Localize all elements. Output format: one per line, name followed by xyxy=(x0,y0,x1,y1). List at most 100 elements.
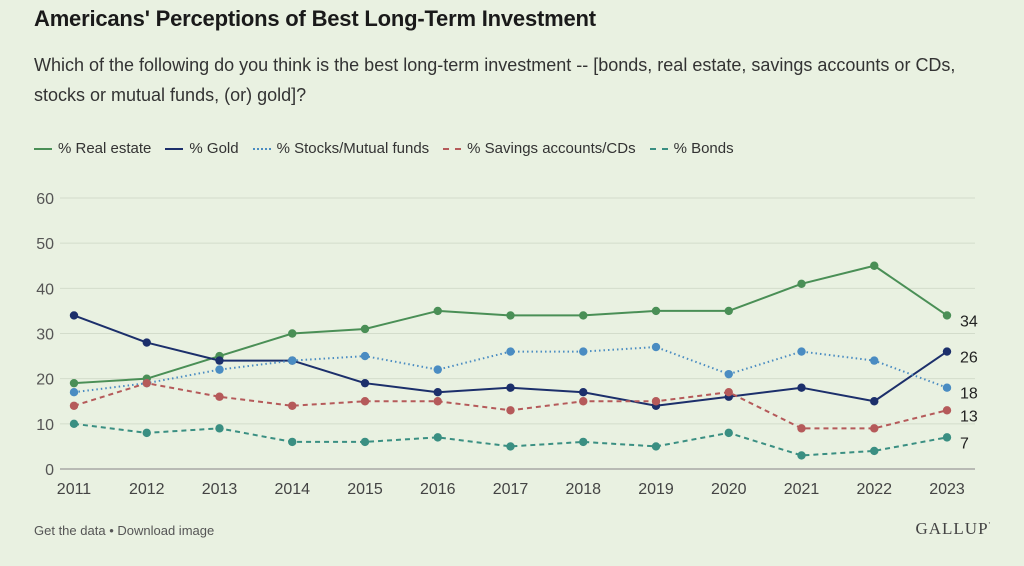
x-tick-label: 2023 xyxy=(929,481,965,498)
get-data-link[interactable]: Get the data xyxy=(34,523,106,538)
legend-swatch xyxy=(252,147,271,150)
data-point xyxy=(942,406,952,415)
line-chart: 0 10 20 30 40 50 60 2011 2012 2013 2014 2015 2016 201… xyxy=(36,191,978,498)
gallup-logo: GALLUP' xyxy=(915,519,991,539)
legend-swatch xyxy=(34,147,52,150)
x-tick-label: 2019 xyxy=(638,481,674,498)
x-tick-label: 2016 xyxy=(420,481,456,498)
data-point xyxy=(724,369,733,379)
data-point xyxy=(724,428,733,438)
data-point xyxy=(69,401,79,410)
legend-item: % Real estate xyxy=(34,140,151,157)
chart-title: Americans' Perceptions of Best Long-Term… xyxy=(34,6,596,31)
data-point xyxy=(433,397,442,406)
data-point xyxy=(651,397,661,406)
y-tick-label: 60 xyxy=(36,191,54,208)
data-point xyxy=(360,324,370,334)
data-point xyxy=(215,365,224,374)
series-end-label: 18 xyxy=(960,386,978,403)
data-point xyxy=(433,365,442,374)
data-point xyxy=(215,424,224,433)
data-point xyxy=(288,329,297,338)
data-point xyxy=(215,356,224,365)
legend-label: % Real estate xyxy=(58,140,152,157)
y-tick-label: 50 xyxy=(36,236,54,253)
data-point xyxy=(433,433,442,442)
legend-swatch xyxy=(165,147,184,150)
y-tick-label: 0 xyxy=(45,462,54,479)
legend-swatch xyxy=(649,147,668,150)
chart-legend: % Real estate % Gold % Stocks/Mutual funds… xyxy=(34,140,734,157)
data-point xyxy=(69,378,79,388)
data-point xyxy=(142,378,151,388)
data-point xyxy=(433,306,442,316)
legend-item: % Gold xyxy=(165,140,239,157)
data-point xyxy=(288,401,297,410)
data-point xyxy=(506,347,515,356)
x-tick-label: 2021 xyxy=(784,481,820,498)
footer-links: Get the data • Download image xyxy=(34,523,214,538)
series-end-label: 13 xyxy=(960,408,978,425)
x-tick-label: 2013 xyxy=(202,481,238,498)
y-tick-label: 10 xyxy=(36,417,54,434)
legend-item: % Savings accounts/CDs xyxy=(443,140,636,157)
y-tick-label: 40 xyxy=(36,281,54,298)
data-point xyxy=(942,433,952,442)
data-point xyxy=(942,311,952,320)
data-point xyxy=(651,442,661,451)
x-tick-label: 2020 xyxy=(711,481,747,498)
data-point xyxy=(360,378,370,388)
data-point xyxy=(142,428,151,438)
data-point xyxy=(870,397,879,406)
data-point xyxy=(942,383,952,392)
logo-text: GALLUP xyxy=(915,519,989,538)
data-point xyxy=(651,342,661,352)
data-point xyxy=(579,347,588,356)
legend-item: % Stocks/Mutual funds xyxy=(252,140,430,157)
x-tick-label: 2015 xyxy=(347,481,383,498)
data-point xyxy=(360,351,370,361)
series-line xyxy=(73,264,948,385)
data-point xyxy=(579,397,588,406)
series-end-label: 26 xyxy=(960,350,978,367)
x-tick-label: 2011 xyxy=(57,481,92,498)
data-point xyxy=(288,437,297,447)
data-point xyxy=(288,356,297,365)
x-tick-label: 2014 xyxy=(274,481,310,498)
data-point xyxy=(69,388,79,397)
data-point xyxy=(797,347,806,356)
data-point xyxy=(433,388,442,397)
data-point xyxy=(360,397,370,406)
data-point xyxy=(797,451,806,460)
x-tick-label: 2018 xyxy=(565,481,601,498)
data-point xyxy=(360,437,370,447)
data-point xyxy=(579,311,588,320)
legend-swatch xyxy=(443,147,462,150)
legend-label: % Gold xyxy=(189,140,239,157)
data-point xyxy=(579,437,588,447)
x-tick-label: 2022 xyxy=(856,481,892,498)
data-point xyxy=(215,392,224,401)
data-point xyxy=(69,311,79,320)
x-tick-label: 2017 xyxy=(493,481,529,498)
x-tick-label: 2012 xyxy=(129,481,165,498)
legend-item: % Bonds xyxy=(649,140,734,157)
series-end-label: 7 xyxy=(960,435,969,452)
data-point xyxy=(506,406,515,415)
legend-label: % Stocks/Mutual funds xyxy=(276,140,430,157)
data-point xyxy=(797,383,806,392)
y-tick-label: 30 xyxy=(36,327,54,344)
data-point xyxy=(69,419,79,429)
series-end-label: 34 xyxy=(960,313,978,330)
data-point xyxy=(870,446,879,456)
y-tick-label: 20 xyxy=(36,372,54,389)
data-point xyxy=(579,388,588,397)
data-point xyxy=(142,338,151,347)
data-point xyxy=(797,424,806,433)
download-image-link[interactable]: Download image xyxy=(117,523,215,538)
data-point xyxy=(724,388,733,397)
data-point xyxy=(506,442,515,451)
data-point xyxy=(797,279,806,289)
data-point xyxy=(870,356,879,365)
logo-mark: ' xyxy=(988,520,991,530)
